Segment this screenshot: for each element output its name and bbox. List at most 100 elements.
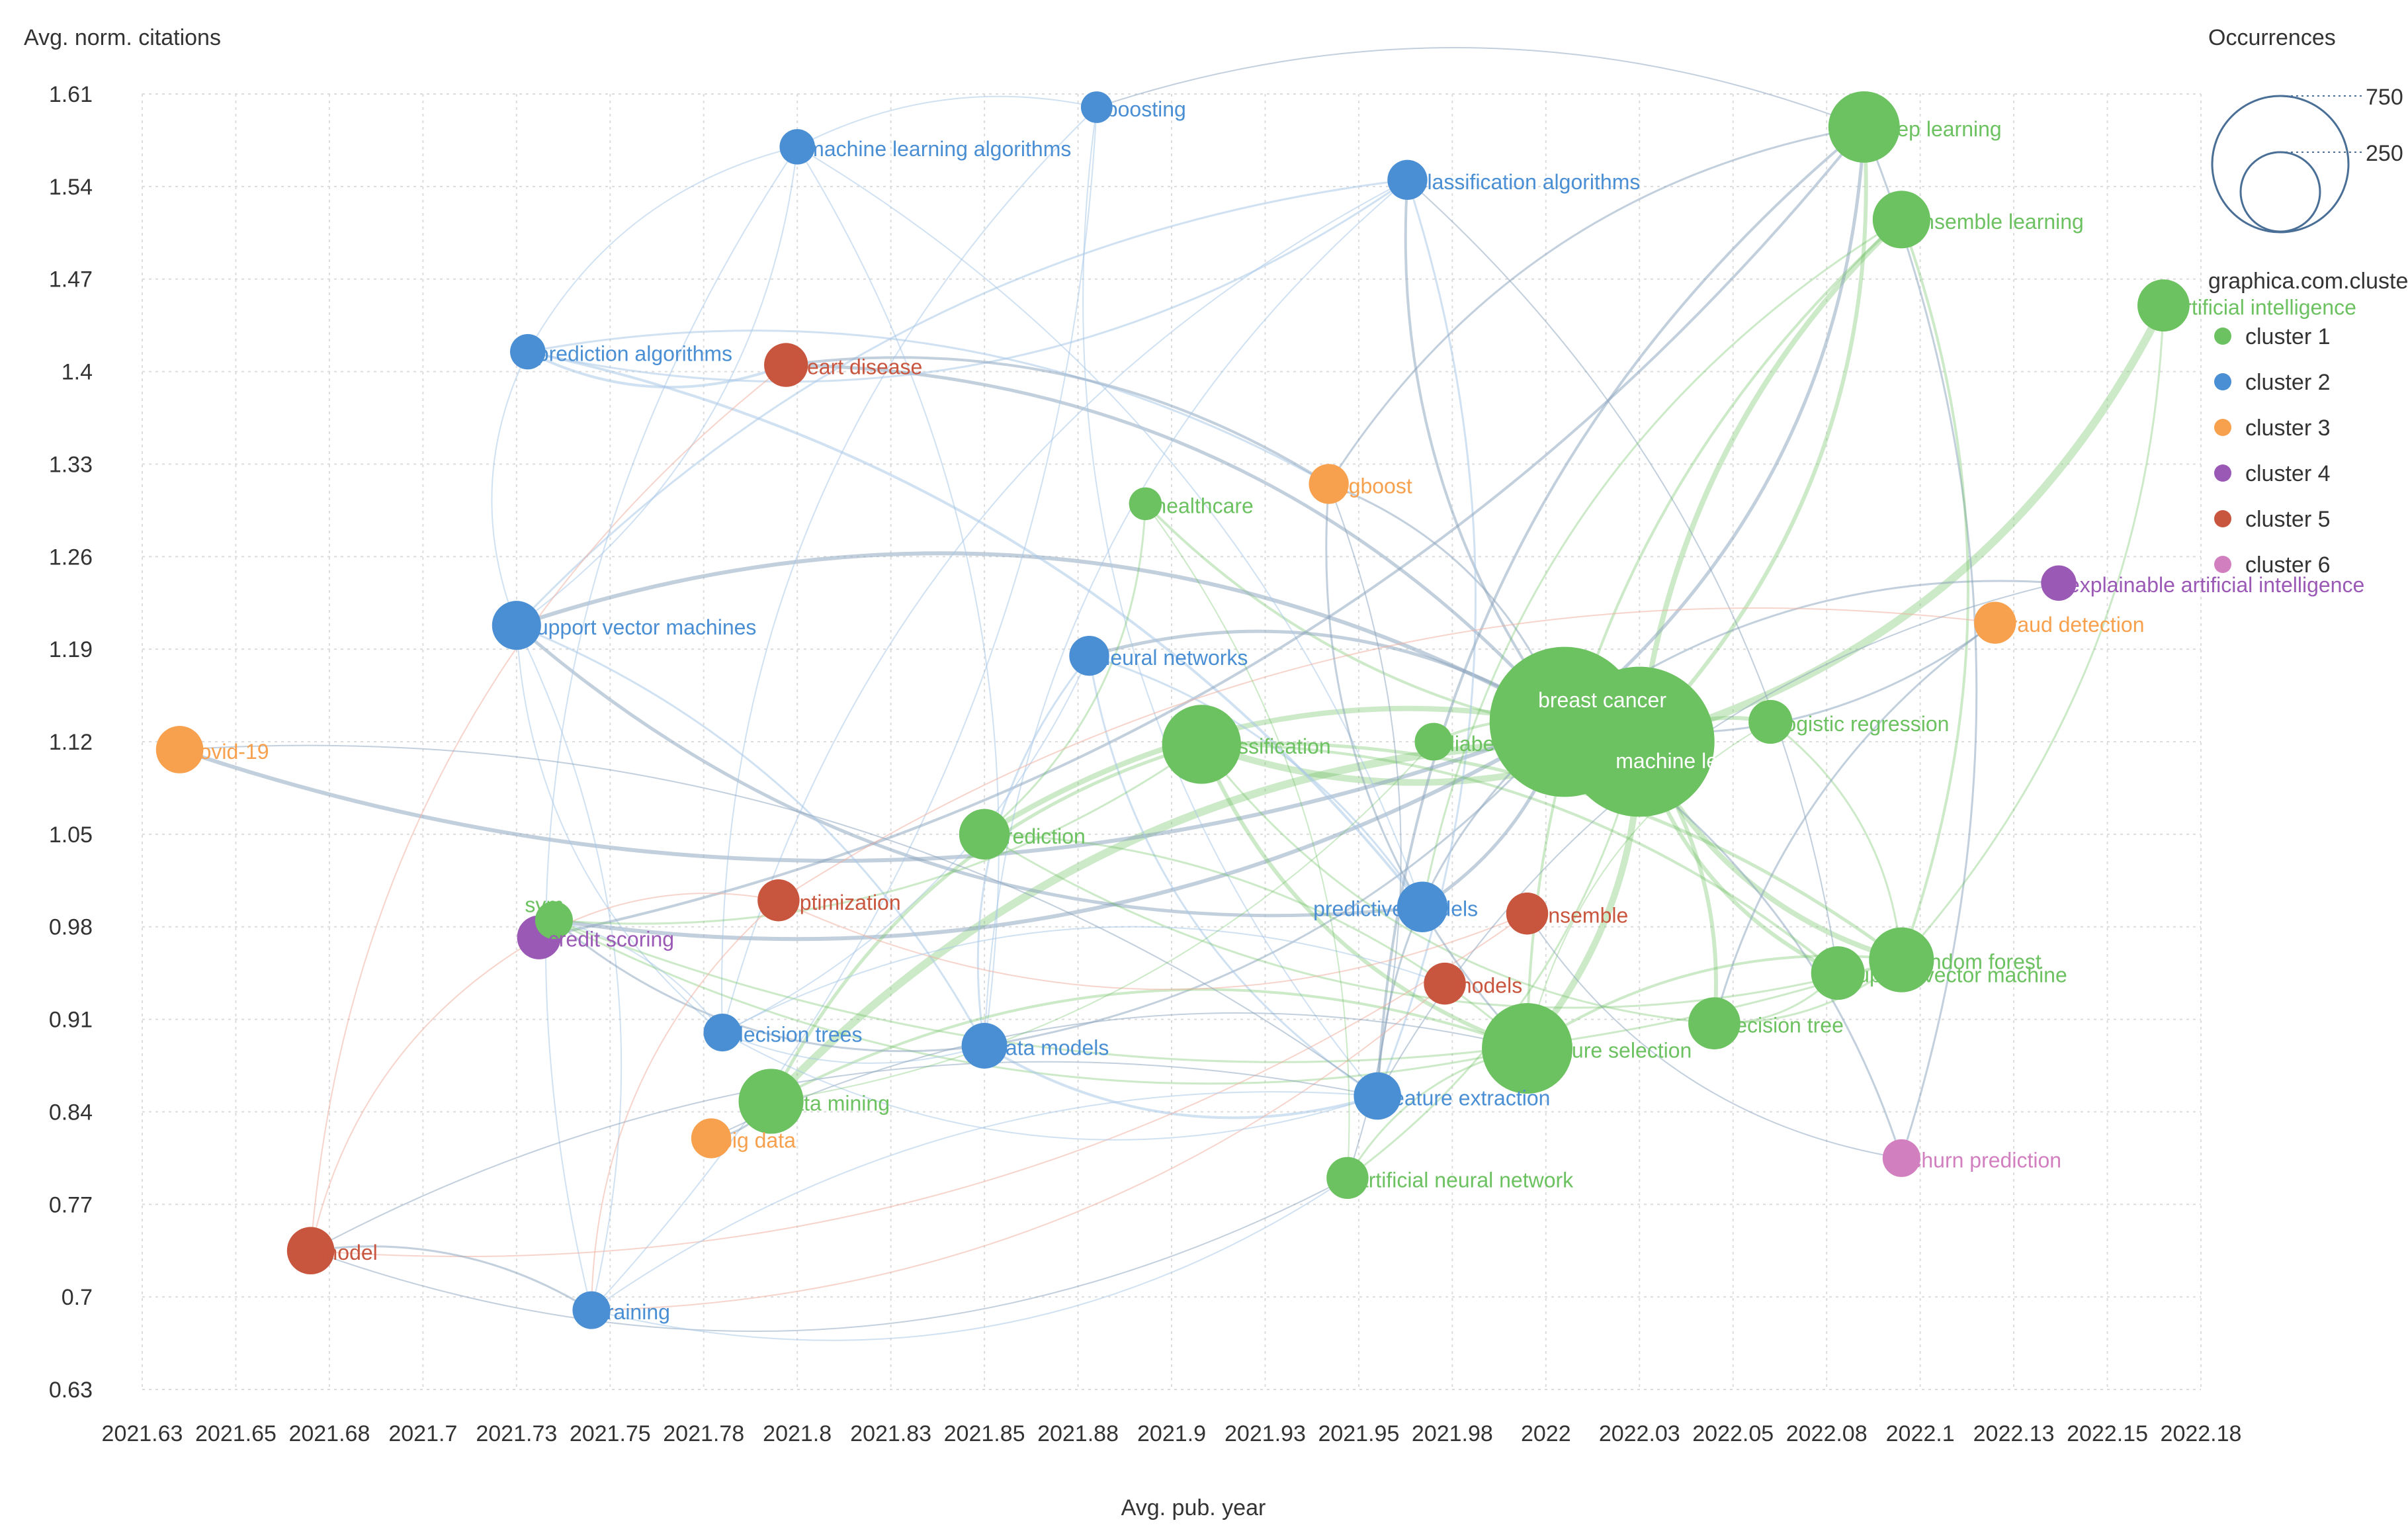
network-link [1325, 482, 1528, 1049]
node-label: predictive models [1313, 897, 1478, 921]
network-link [515, 623, 1424, 918]
node-bubble[interactable] [1688, 997, 1741, 1049]
network-link [983, 502, 1146, 836]
node-bubble[interactable] [738, 1069, 804, 1134]
node-label: fraud detection [2004, 613, 2145, 637]
legend-swatch [2214, 419, 2231, 436]
network-link [1088, 654, 1424, 908]
network-link [544, 146, 798, 1311]
legend-item-label: cluster 1 [2245, 324, 2331, 349]
node-bubble[interactable] [1748, 699, 1793, 744]
network-link [179, 744, 1379, 1097]
node-bubble[interactable] [1069, 635, 1109, 676]
node-bubble[interactable] [2137, 279, 2190, 332]
node-bubble[interactable] [535, 901, 573, 940]
network-link [310, 364, 787, 1252]
network-link [769, 742, 1203, 1103]
node-bubble[interactable] [1974, 601, 2016, 644]
node-label: big data [720, 1128, 796, 1152]
node-label: model [320, 1241, 378, 1264]
node-bubble[interactable] [1309, 464, 1349, 504]
y-tick-label: 0.7 [62, 1285, 93, 1310]
node-bubble[interactable] [155, 726, 204, 773]
network-link [796, 95, 1097, 148]
node-label: svm [525, 893, 564, 917]
legend-swatch [2214, 556, 2231, 573]
node-bubble[interactable] [1882, 1139, 1920, 1177]
network-link [984, 179, 1408, 1047]
node-bubble[interactable] [1162, 705, 1241, 784]
node-bubble[interactable] [1129, 487, 1162, 521]
node-bubble[interactable] [510, 333, 546, 370]
y-tick-label: 0.63 [49, 1378, 93, 1403]
network-link [310, 912, 1528, 1257]
node-label: logistic regression [1780, 712, 1949, 736]
node-bubble[interactable] [959, 809, 1010, 860]
legend-item-label: cluster 3 [2245, 416, 2331, 441]
node-bubble[interactable] [1354, 1072, 1402, 1120]
y-axis-label: Avg. norm. citations [24, 25, 221, 50]
node-bubble[interactable] [1828, 91, 1900, 163]
y-tick-label: 1.61 [49, 82, 93, 107]
y-tick-label: 1.54 [49, 175, 93, 200]
node-bubble[interactable] [691, 1118, 732, 1159]
y-tick-label: 0.91 [49, 1008, 93, 1033]
node-bubble[interactable] [492, 601, 541, 650]
node-bubble[interactable] [1811, 946, 1865, 1000]
node-label: classification [1211, 734, 1330, 758]
network-link [1376, 125, 1866, 1098]
x-tick-label: 2021.65 [195, 1421, 277, 1446]
x-tick-label: 2021.85 [944, 1421, 1025, 1446]
node-bubble[interactable] [1506, 893, 1549, 935]
x-tick-label: 2022.1 [1886, 1421, 1955, 1446]
x-tick-label: 2022.05 [1692, 1421, 1774, 1446]
network-link [1096, 47, 1865, 128]
network-link [1526, 912, 1903, 1159]
node-bubble[interactable] [757, 879, 800, 922]
node-bubble[interactable] [1872, 191, 1930, 249]
network-link [552, 743, 1203, 925]
node-bubble[interactable] [1387, 159, 1428, 200]
node-bubble[interactable] [1414, 723, 1453, 761]
node-bubble[interactable] [2041, 565, 2077, 601]
network-link [1144, 503, 1350, 1179]
node-label: churn prediction [1911, 1148, 2061, 1172]
size-legend-value-small: 250 [2366, 141, 2403, 166]
node-bubble[interactable] [1424, 962, 1466, 1005]
node-label: artificial neural network [1357, 1168, 1574, 1192]
x-tick-label: 2021.93 [1225, 1421, 1306, 1446]
network-link [514, 551, 1567, 724]
node-bubble[interactable] [703, 1014, 742, 1052]
node-label: machine learning [1615, 749, 1777, 773]
network-link [722, 1032, 986, 1064]
node-bubble[interactable] [961, 1023, 1008, 1069]
x-tick-label: 2021.68 [288, 1421, 370, 1446]
network-link [515, 625, 723, 1033]
node-bubble[interactable] [1326, 1157, 1369, 1200]
network-link [770, 741, 1435, 1102]
node-bubble[interactable] [1482, 1003, 1572, 1094]
network-link [777, 899, 1528, 990]
legend-item-label: cluster 2 [2245, 370, 2331, 395]
network-link [1082, 107, 1379, 1097]
network-link [1637, 216, 1905, 744]
network-link [537, 125, 1866, 939]
node-label: prediction [994, 824, 1086, 848]
node-label: covid-19 [189, 740, 269, 764]
node-bubble[interactable] [779, 129, 815, 165]
node-bubble[interactable] [764, 343, 808, 387]
network-link [310, 1061, 1379, 1252]
network-link [310, 1177, 1348, 1333]
x-tick-label: 2022.08 [1786, 1421, 1868, 1446]
node-bubble[interactable] [286, 1227, 335, 1275]
network-link [1404, 178, 1567, 723]
node-bubble[interactable] [1869, 927, 1934, 992]
node-bubble[interactable] [1397, 881, 1448, 932]
network-link [1900, 218, 1969, 961]
node-bubble[interactable] [572, 1291, 611, 1329]
node-bubble[interactable] [1080, 91, 1113, 123]
network-link [491, 351, 529, 627]
network-link [515, 624, 986, 1047]
network-link [527, 330, 1330, 485]
node-bubble[interactable] [1564, 666, 1715, 817]
